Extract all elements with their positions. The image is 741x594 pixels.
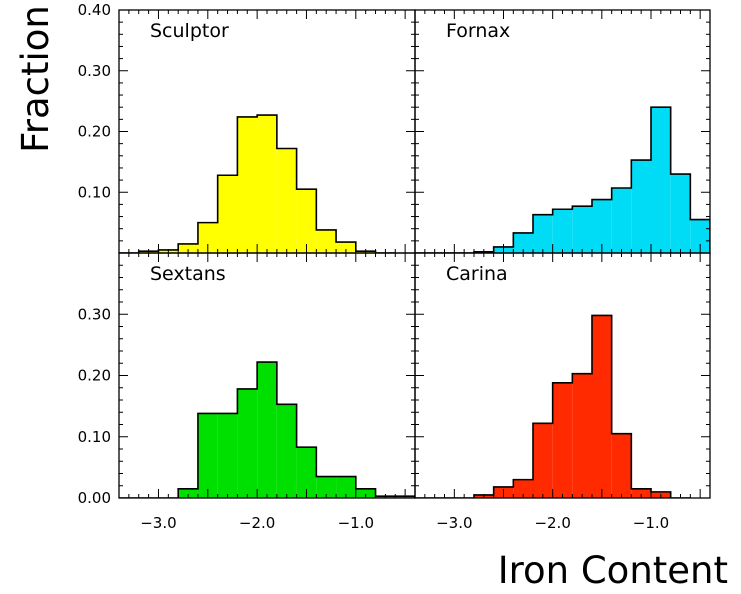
fornax-bar	[670, 174, 691, 253]
sculptor-bar	[296, 189, 317, 253]
sextans-bar	[237, 388, 258, 498]
carina-xtick-label: −2.0	[534, 514, 570, 532]
sculptor-ytick-label: 0.40	[78, 1, 111, 19]
sculptor-bar	[178, 243, 198, 253]
carina-title: Carina	[446, 263, 508, 285]
sculptor-bar	[237, 116, 258, 253]
fornax-panel: Fornax	[414, 9, 711, 254]
sculptor-bars	[119, 114, 396, 253]
carina-bar	[631, 488, 651, 498]
carina-bar	[572, 373, 592, 498]
sculptor-bar	[316, 229, 337, 253]
sextans-bar	[355, 488, 376, 498]
sextans-bar	[276, 404, 297, 498]
fornax-bar	[572, 206, 592, 253]
sculptor-ytick-label: 0.20	[78, 123, 111, 141]
carina-panel: Carina −3.0 −2.0 −1.0	[414, 252, 711, 532]
fornax-bar	[592, 199, 612, 253]
carina-frame	[414, 252, 711, 499]
sextans-bar	[197, 413, 218, 498]
sextans-ytick-label: 0.10	[78, 428, 111, 446]
sextans-bar	[316, 476, 337, 498]
fornax-step-outline	[415, 106, 710, 253]
panels-layer: Sculptor 0.40 0.30 0.20 0.10 Fornax Sextans 0.3…	[78, 1, 711, 532]
sextans-ytick-label: 0.20	[78, 367, 111, 385]
fornax-bar	[690, 219, 710, 253]
sculptor-panel: Sculptor 0.40 0.30 0.20 0.10	[78, 1, 416, 254]
fornax-bar	[552, 209, 573, 253]
sextans-title: Sextans	[150, 263, 226, 285]
sextans-panel: Sextans 0.30 0.20 0.10 0.00 −3.0 −2.0 −1.0	[78, 252, 416, 532]
sculptor-ytick-label: 0.10	[78, 183, 111, 201]
sextans-ytick-label: 0.30	[78, 305, 111, 323]
sextans-bar	[178, 488, 198, 498]
fornax-title: Fornax	[446, 20, 510, 42]
sculptor-bar	[336, 242, 356, 253]
carina-bar	[592, 315, 612, 498]
sextans-xtick-label: −1.0	[338, 514, 374, 532]
sculptor-bar	[276, 148, 297, 253]
carina-bars	[415, 314, 691, 498]
y-axis-title: Fraction	[14, 5, 57, 153]
sextans-ytick-label: 0.00	[78, 489, 111, 507]
sculptor-bar	[217, 175, 238, 253]
sculptor-ytick-label: 0.30	[78, 62, 111, 80]
carina-bar	[611, 433, 632, 498]
sculptor-bar	[257, 115, 277, 253]
carina-step-outline	[415, 314, 691, 498]
carina-bar	[552, 382, 573, 498]
sextans-bar	[336, 476, 356, 498]
sextans-bar	[296, 447, 317, 498]
fornax-bar	[651, 107, 671, 253]
sculptor-title: Sculptor	[150, 20, 229, 42]
sextans-step-outline	[119, 361, 415, 498]
carina-xtick-label: −3.0	[436, 514, 472, 532]
sculptor-bar	[197, 222, 218, 253]
sextans-bars	[119, 361, 415, 498]
fornax-bar	[513, 232, 533, 253]
x-axis-title: Iron Content	[498, 549, 728, 592]
carina-xtick-label: −1.0	[633, 514, 669, 532]
fornax-bar	[631, 160, 651, 253]
sextans-xtick-label: −2.0	[239, 514, 275, 532]
fornax-bar	[611, 187, 632, 253]
sextans-xtick-label: −3.0	[140, 514, 176, 532]
carina-bar	[533, 423, 553, 498]
carina-bar	[513, 479, 533, 498]
fornax-bars	[415, 106, 710, 253]
sextans-bar	[217, 413, 238, 498]
sextans-bar	[257, 362, 277, 498]
fornax-bar	[533, 214, 553, 253]
